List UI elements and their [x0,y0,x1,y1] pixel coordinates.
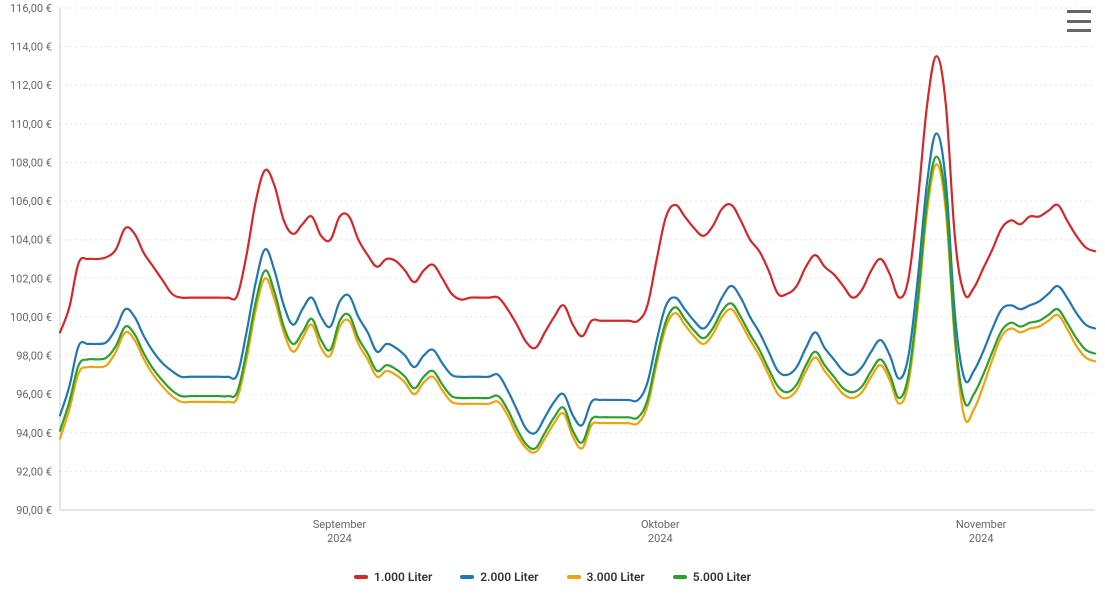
y-tick-label: 96,00 € [16,388,52,401]
legend-item[interactable]: 5.000 Liter [673,570,751,584]
y-tick-label: 100,00 € [10,311,52,324]
y-tick-label: 98,00 € [16,350,52,363]
legend-label: 5.000 Liter [693,570,751,584]
legend-label: 1.000 Liter [374,570,432,584]
legend-label: 3.000 Liter [587,570,645,584]
chart-container: 90,00 € 92,00 € 94,00 € 96,00 € 98,00 € 100,0… [0,0,1105,602]
y-tick-label: 108,00 € [10,156,52,169]
y-tick-label: 112,00 € [10,79,52,92]
y-tick-label: 92,00 € [16,465,52,478]
legend-label: 2.000 Liter [480,570,538,584]
legend-swatch [567,575,581,579]
legend-swatch [354,575,368,579]
y-tick-label: 102,00 € [10,272,52,285]
legend-item[interactable]: 3.000 Liter [567,570,645,584]
x-tick-month: Oktober [641,518,680,531]
y-tick-label: 94,00 € [16,427,52,440]
y-tick-label: 90,00 € [16,504,52,517]
y-tick-label: 116,00 € [10,2,52,15]
x-tick-month: November [956,518,1007,531]
hamburger-bar [1067,29,1091,32]
y-tick-label: 110,00 € [10,118,52,131]
hamburger-bar [1067,10,1091,13]
x-tick-month: September [313,518,367,531]
hamburger-menu-button[interactable] [1065,8,1093,34]
hamburger-bar [1067,20,1091,23]
legend-swatch [673,575,687,579]
x-tick-year: 2024 [648,532,673,545]
y-tick-label: 104,00 € [10,234,52,247]
x-tick-year: 2024 [327,532,352,545]
y-tick-label: 114,00 € [10,41,52,54]
line-chart: 90,00 € 92,00 € 94,00 € 96,00 € 98,00 € 100,0… [0,0,1105,602]
legend-item[interactable]: 2.000 Liter [460,570,538,584]
legend-item[interactable]: 1.000 Liter [354,570,432,584]
y-tick-label: 106,00 € [10,195,52,208]
chart-legend: 1.000 Liter 2.000 Liter 3.000 Liter 5.000 L… [0,570,1105,584]
legend-swatch [460,575,474,579]
x-tick-year: 2024 [969,532,994,545]
